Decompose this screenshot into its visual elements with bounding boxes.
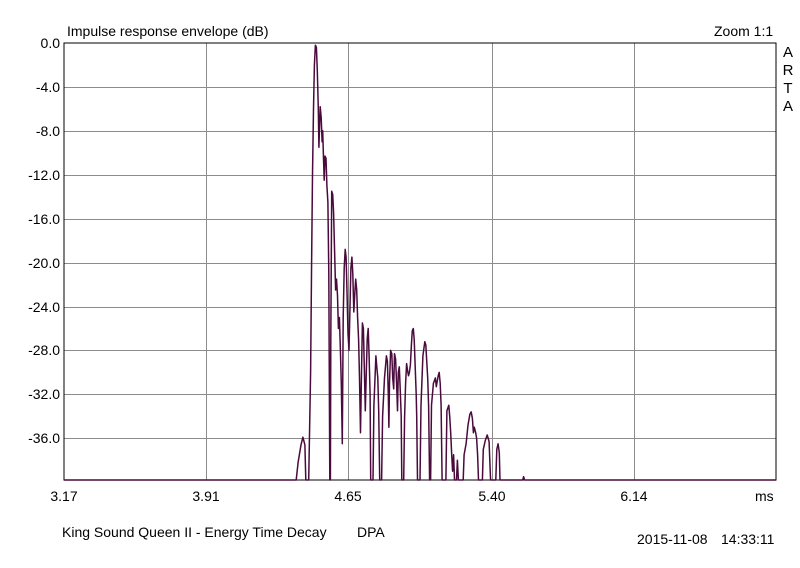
y-tick-label: -20.0 — [28, 254, 60, 271]
y-tick-label: -12.0 — [28, 166, 60, 183]
y-tick-label: -32.0 — [28, 386, 60, 403]
arta-letter: A — [782, 44, 793, 61]
measurement-label: DPA — [357, 524, 385, 540]
chart-title: Impulse response envelope (dB) — [67, 23, 269, 39]
x-tick-label: 6.14 — [620, 488, 648, 504]
time-label: 14:33:11 — [721, 531, 775, 547]
arta-letter: R — [782, 62, 794, 79]
measurement-caption: King Sound Queen II - Energy Time Decay — [62, 524, 327, 540]
y-tick-label: -16.0 — [28, 210, 60, 227]
y-tick-label: -36.0 — [28, 430, 60, 447]
y-tick-label: -4.0 — [35, 78, 60, 95]
x-tick-label: 5.40 — [478, 488, 506, 504]
y-tick-label: -8.0 — [35, 122, 60, 139]
y-tick-label: 0.0 — [40, 35, 60, 51]
y-tick-label: -28.0 — [28, 342, 60, 359]
grid — [64, 43, 776, 480]
x-axis-unit: ms — [755, 488, 774, 504]
arta-letter: T — [783, 80, 793, 97]
y-tick-label: -24.0 — [28, 298, 60, 315]
arta-letter: A — [782, 98, 793, 115]
x-tick-label: 4.65 — [334, 488, 362, 504]
date-label: 2015-11-08 — [637, 531, 708, 547]
x-tick-label: 3.17 — [50, 488, 78, 504]
plot-border — [63, 42, 777, 481]
x-tick-label: 3.91 — [192, 488, 220, 504]
impulse-envelope-line — [64, 44, 776, 481]
arta-logo: A R T A — [779, 44, 797, 116]
zoom-label[interactable]: Zoom 1:1 — [714, 23, 774, 39]
